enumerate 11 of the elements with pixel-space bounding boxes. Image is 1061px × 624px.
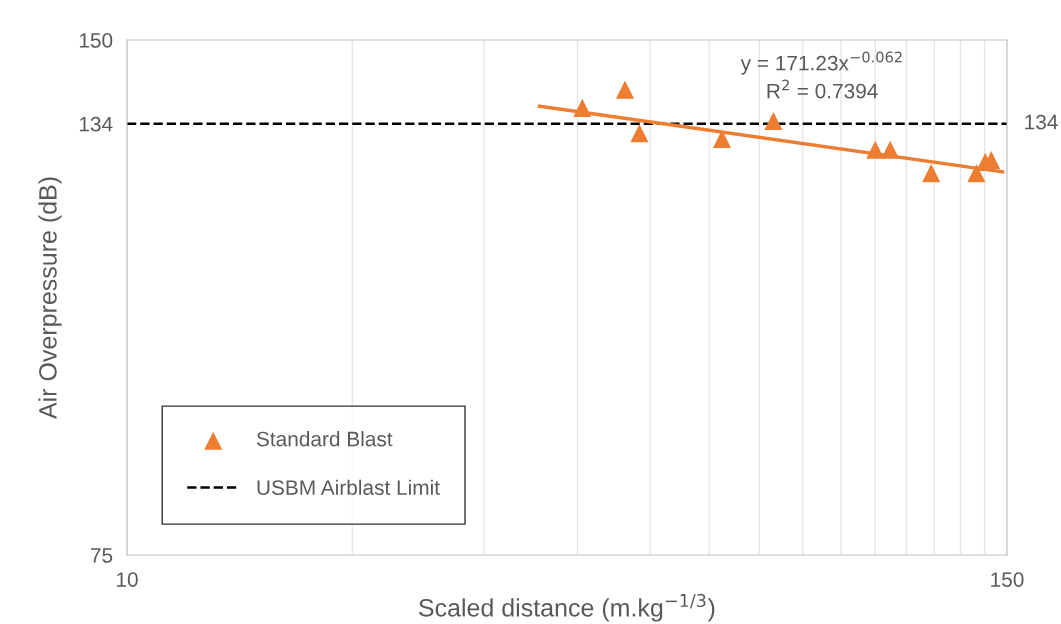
y-tick-label: 134 [79, 116, 113, 132]
legend-label: Standard Blast [256, 431, 393, 447]
x-axis-title: Scaled distance (m.kg$^{−1/3}$) [419, 593, 715, 622]
annotation: 134 [1025, 114, 1058, 130]
y-axis-title: Air Overpressure (dB) [38, 177, 62, 419]
y-tick-label: 150 [79, 33, 113, 48]
legend-label: USBM Airblast Limit [257, 479, 440, 495]
annotation: y = 171.23x$^{−0.062}$ [740, 51, 902, 75]
y-tick-label: 75 [91, 548, 113, 563]
x-tick-label: 10 [117, 572, 138, 587]
annotation: R$^{2}$ = 0.7394 [767, 79, 878, 99]
